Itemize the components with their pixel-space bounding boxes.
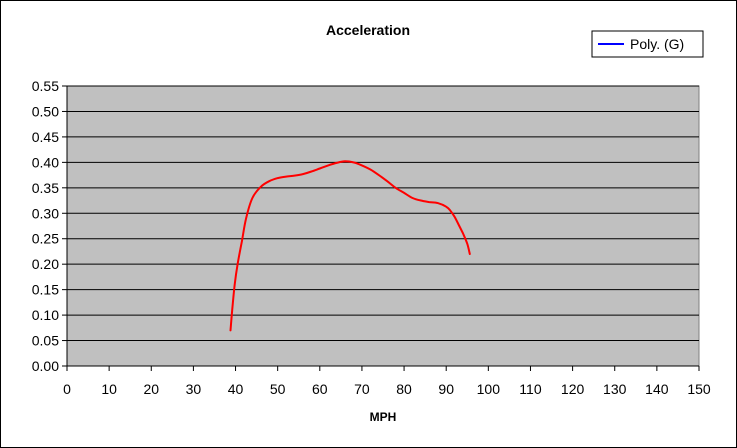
grid-lines [67,85,699,342]
y-tick-label: 0.00 [32,358,59,374]
y-tick-label: 0.10 [32,307,59,323]
x-tick-label: 40 [228,381,244,397]
y-tick-label: 0.30 [32,205,59,221]
y-tick-label: 0.20 [32,256,59,272]
legend: Poly. (G) [591,30,704,58]
x-axis-ticks: 0 10 20 30 40 50 60 70 80 90 100 110 120 130 140 150 [63,366,711,397]
y-tick-label: 0.25 [32,231,59,247]
legend-label: Poly. (G) [630,36,684,52]
x-tick-label: 140 [645,381,669,397]
x-tick-label: 70 [354,381,370,397]
y-axis-ticks: 0.00 0.05 0.10 0.15 0.20 0.25 0.30 0.35 0.40 0.45… [32,78,67,374]
x-tick-label: 20 [143,381,159,397]
y-tick-label: 0.35 [32,180,59,196]
x-tick-label: 110 [519,381,542,397]
x-tick-label: 90 [438,381,454,397]
series-line [229,160,471,332]
y-tick-label: 0.55 [32,78,59,94]
x-tick-label: 30 [186,381,202,397]
y-tick-label: 0.05 [32,333,59,349]
x-tick-label: 130 [603,381,627,397]
x-tick-label: 120 [561,381,585,397]
x-tick-label: 50 [270,381,286,397]
x-tick-label: 60 [312,381,328,397]
x-tick-label: 150 [687,381,711,397]
x-tick-label: 0 [63,381,71,397]
x-axis-label: MPH [370,410,397,424]
plot-area [66,85,700,367]
y-tick-label: 0.50 [32,103,59,119]
chart-title: Acceleration [326,22,410,38]
y-tick-label: 0.45 [32,129,59,145]
y-tick-label: 0.15 [32,282,59,298]
x-tick-label: 100 [477,381,501,397]
series-layer [229,160,471,332]
x-tick-label: 10 [101,381,117,397]
y-tick-label: 0.40 [32,154,59,170]
x-tick-label: 80 [396,381,412,397]
